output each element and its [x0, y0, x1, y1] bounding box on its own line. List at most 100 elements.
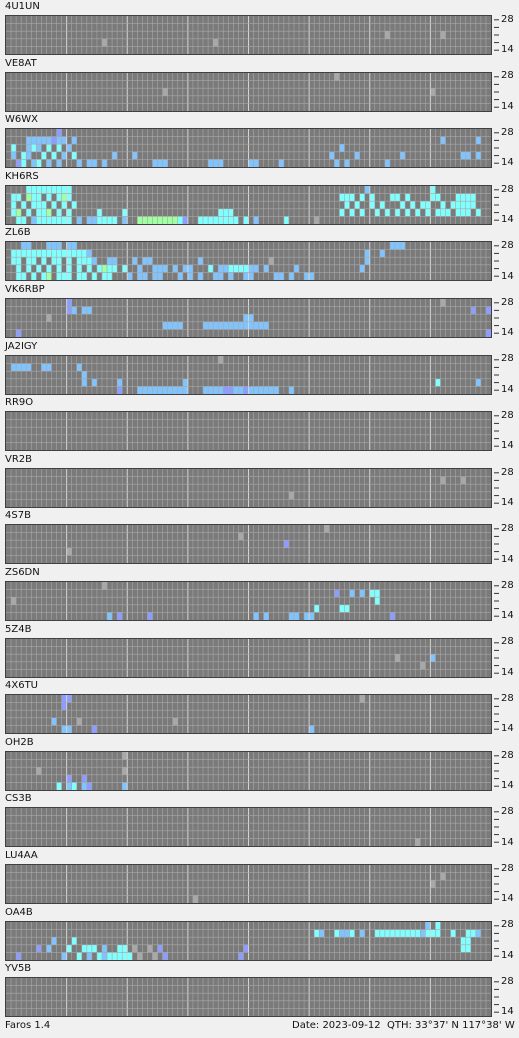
heatmap-cell	[21, 159, 27, 168]
heatmap-cell	[213, 38, 219, 47]
heatmap-cell	[218, 159, 224, 168]
heatmap-cell	[425, 200, 431, 209]
heatmap-cell	[435, 378, 441, 386]
heatmap-cell	[16, 208, 22, 217]
heatmap-cell	[66, 944, 72, 952]
heatmap-cell	[81, 272, 87, 281]
station-panel: ZL6B 28 14	[0, 226, 519, 282]
heatmap-cell	[258, 385, 264, 394]
station-callsign: ZS6DN	[5, 567, 40, 578]
heatmap-cell	[16, 249, 22, 258]
heatmap-cell	[36, 193, 42, 201]
heatmap-cell	[203, 321, 209, 330]
heatmap-cell	[56, 159, 62, 168]
heatmap-cell	[61, 185, 67, 194]
station-callsign: YV5B	[5, 963, 32, 975]
station-panel: CS3B 28 14	[0, 792, 519, 848]
station-panel: W6WX 28 14	[0, 113, 519, 169]
heatmap-cell	[107, 265, 113, 273]
heatmap-cell	[415, 838, 421, 847]
heatmap-cell	[46, 144, 52, 152]
heatmap-cell	[253, 321, 259, 330]
heatmap-cell	[162, 385, 168, 394]
band-axis-ticks	[494, 924, 499, 957]
heatmap-cell	[36, 185, 42, 194]
heatmap-cell	[405, 208, 411, 217]
heatmap-cell	[162, 265, 168, 273]
heatmap-cell	[132, 151, 138, 160]
heatmap-cell	[389, 612, 396, 620]
heatmap-cell	[46, 363, 52, 371]
heatmap-cell	[76, 257, 82, 266]
heatmap-cell	[208, 265, 214, 273]
heatmap-cell	[36, 766, 42, 775]
propagation-grid	[5, 467, 492, 508]
heatmap-cell	[101, 582, 108, 590]
heatmap-svg	[6, 355, 491, 394]
heatmap-cell	[36, 249, 42, 258]
heatmap-cell	[162, 216, 168, 224]
heatmap-cell	[329, 151, 335, 160]
heatmap-cell	[31, 136, 37, 145]
heatmap-cell	[142, 257, 148, 266]
heatmap-cell	[86, 782, 92, 790]
heatmap-cell	[122, 951, 128, 960]
heatmap-cell	[112, 951, 118, 960]
heatmap-cell	[46, 944, 52, 952]
propagation-grid	[5, 524, 492, 565]
heatmap-cell	[182, 378, 188, 386]
heatmap-cell	[440, 31, 446, 39]
heatmap-cell	[56, 136, 62, 145]
propagation-grid	[5, 128, 492, 169]
heatmap-cell	[213, 321, 219, 330]
heatmap-cell	[177, 321, 183, 330]
heatmap-cell	[450, 200, 456, 209]
heatmap-cell	[172, 265, 178, 273]
heatmap-cell	[101, 944, 108, 952]
heatmap-cell	[127, 272, 133, 281]
heatmap-cell	[36, 208, 42, 217]
heatmap-cell	[223, 265, 229, 273]
heatmap-cell	[248, 265, 254, 273]
heatmap-cell	[11, 208, 17, 217]
heatmap-svg	[6, 582, 491, 620]
station-panel: ZS6DN 28 14	[0, 566, 519, 622]
heatmap-cell	[101, 159, 108, 168]
heatmap-svg	[6, 978, 491, 1017]
heatmap-cell	[455, 193, 461, 201]
heatmap-cell	[152, 159, 158, 168]
heatmap-cell	[223, 385, 229, 394]
heatmap-cell	[46, 272, 52, 281]
heatmap-cell	[137, 385, 143, 394]
heatmap-cell	[107, 257, 113, 266]
heatmap-cell	[248, 321, 254, 330]
heatmap-cell	[253, 216, 259, 224]
heatmap-cell	[61, 702, 67, 711]
heatmap-cell	[61, 200, 67, 209]
heatmap-cell	[152, 216, 158, 224]
heatmap-cell	[157, 944, 163, 952]
band-axis-ticks	[494, 698, 499, 730]
heatmap-cell	[208, 216, 214, 224]
band-label-top: 28	[501, 240, 514, 252]
heatmap-cell	[31, 200, 37, 209]
heatmap-cell	[379, 200, 385, 209]
heatmap-cell	[46, 216, 52, 224]
station-callsign: 4U1UN	[5, 1, 40, 12]
heatmap-cell	[117, 612, 123, 620]
band-axis: 28 14	[494, 977, 516, 1017]
heatmap-cell	[213, 159, 219, 168]
propagation-grid	[5, 637, 492, 678]
heatmap-cell	[243, 216, 249, 224]
band-axis-ticks	[494, 19, 499, 51]
band-axis: 28 14	[494, 807, 516, 847]
heatmap-cell	[91, 944, 97, 952]
heatmap-cell	[273, 385, 279, 394]
heatmap-cell	[425, 208, 431, 217]
heatmap-cell	[86, 951, 92, 960]
heatmap-cell	[152, 951, 158, 960]
heatmap-cell	[420, 661, 426, 669]
heatmap-cell	[122, 766, 128, 775]
heatmap-cell	[56, 257, 62, 266]
heatmap-cell	[61, 193, 67, 201]
